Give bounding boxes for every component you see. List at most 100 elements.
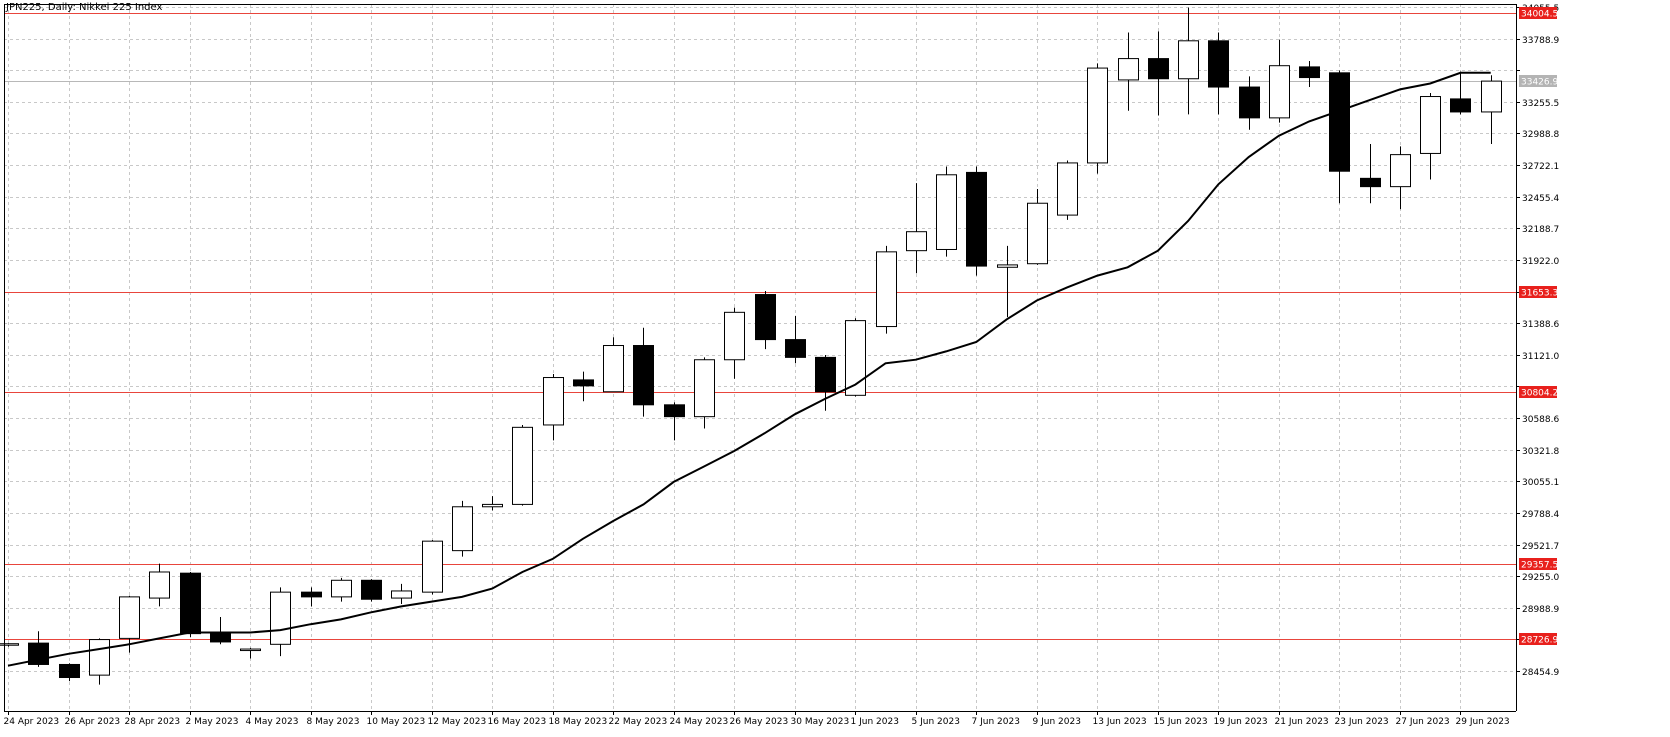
candle-body (1208, 40, 1229, 88)
date-tick-label: 29 Jun 2023 (1456, 717, 1510, 727)
current-price-label: 33426.9 (1521, 78, 1558, 88)
candle-body (603, 345, 624, 393)
candle-body (815, 356, 836, 393)
level-price-label: 34004.5 (1521, 10, 1558, 20)
price-tick-label: 29521.7 (1522, 542, 1559, 552)
candle-body (1057, 162, 1078, 216)
bull-candle (331, 577, 352, 602)
candle-body (1178, 40, 1199, 80)
moving-average (7, 71, 1491, 667)
date-tick-label: 9 Jun 2023 (1033, 717, 1081, 727)
candle-body (845, 320, 866, 396)
candle-body (997, 264, 1018, 268)
bull-candle (0, 643, 19, 647)
candle-body (724, 311, 745, 361)
date-tick-label: 1 Jun 2023 (851, 717, 899, 727)
date-tick-label: 7 Jun 2023 (972, 717, 1020, 727)
candle-body (240, 648, 261, 652)
candle-body (301, 591, 322, 598)
bear-candle (1148, 31, 1169, 116)
bull-candle (1118, 32, 1139, 111)
candle-body (694, 359, 715, 418)
price-tick-label: 32988.8 (1522, 130, 1559, 140)
date-tick-label: 8 May 2023 (307, 717, 360, 727)
date-tick-label: 26 May 2023 (730, 717, 789, 727)
bear-candle (966, 166, 987, 276)
candle-body (1390, 154, 1411, 188)
bull-candle (543, 373, 564, 441)
bull-candle (452, 500, 473, 557)
bull-candle (724, 307, 745, 379)
candle-body (876, 251, 897, 328)
bear-candle (1299, 60, 1320, 88)
bull-candle (89, 638, 110, 685)
bull-candle (149, 563, 170, 607)
current-price-label-bg (1519, 75, 1557, 87)
date-tick-label: 13 Jun 2023 (1093, 717, 1147, 727)
bull-candle (482, 496, 503, 511)
date-tick-label: 30 May 2023 (791, 717, 850, 727)
date-tick-label: 5 Jun 2023 (912, 717, 960, 727)
bear-candle (785, 315, 806, 364)
date-tick-label: 10 May 2023 (367, 717, 426, 727)
candle-body (543, 377, 564, 426)
bull-candle (1390, 146, 1411, 210)
bull-candle (391, 583, 412, 604)
candle-body (1269, 65, 1290, 119)
candle-body (633, 345, 654, 406)
candle-body (1027, 202, 1048, 265)
bear-candle (1239, 76, 1260, 130)
price-tick-label: 30055.1 (1522, 478, 1559, 488)
date-tick-label: 19 Jun 2023 (1214, 717, 1268, 727)
candle-body (331, 579, 352, 598)
level-price-label: 28726.9 (1521, 636, 1558, 646)
candle-body (149, 571, 170, 599)
candles (0, 7, 1502, 685)
date-tick-label: 21 Jun 2023 (1275, 717, 1329, 727)
level-price-label: 29357.5 (1521, 561, 1558, 571)
level-price-label: 31653.3 (1521, 289, 1558, 299)
price-tick-label: 28454.9 (1522, 668, 1559, 678)
price-tick-label: 33788.9 (1522, 36, 1559, 46)
candle-body (1450, 98, 1471, 113)
date-tick-label: 2 May 2023 (186, 717, 239, 727)
date-tick-label: 4 May 2023 (246, 717, 299, 727)
date-tick-label: 23 Jun 2023 (1335, 717, 1389, 727)
candle-body (270, 591, 291, 645)
candle-body (361, 579, 382, 600)
candle-body (0, 643, 19, 646)
bull-candle (845, 318, 866, 397)
bull-candle (694, 357, 715, 429)
bull-candle (603, 337, 624, 393)
bull-candle (1269, 39, 1290, 123)
candle-body (482, 503, 503, 508)
price-tick-label: 33255.5 (1522, 99, 1559, 109)
candle-body (422, 540, 443, 593)
axes (4, 4, 1520, 715)
candle-body (573, 379, 594, 387)
bull-candle (270, 587, 291, 657)
level-price-label-bg (1519, 286, 1557, 298)
bull-candle (1057, 160, 1078, 220)
date-tick-label: 12 May 2023 (428, 717, 487, 727)
bear-candle (361, 579, 382, 602)
bull-candle (1087, 63, 1108, 174)
price-tick-label: 31388.6 (1522, 320, 1559, 330)
candle-body (59, 663, 80, 679)
date-tick-label: 15 Jun 2023 (1154, 717, 1208, 727)
price-tick-label: 28988.9 (1522, 605, 1559, 615)
bull-candle (240, 647, 261, 659)
candle-body (1148, 58, 1169, 80)
bear-candle (301, 587, 322, 607)
level-price-label-bg (1519, 386, 1557, 398)
candle-body (180, 572, 201, 635)
candle-body (966, 171, 987, 267)
bear-candle (210, 617, 231, 645)
bull-candle (1027, 189, 1048, 265)
date-tick-label: 26 Apr 2023 (65, 717, 121, 727)
candle-body (1239, 86, 1260, 119)
price-tick-label: 30588.6 (1522, 415, 1559, 425)
price-tick-label: 32722.1 (1522, 162, 1559, 172)
